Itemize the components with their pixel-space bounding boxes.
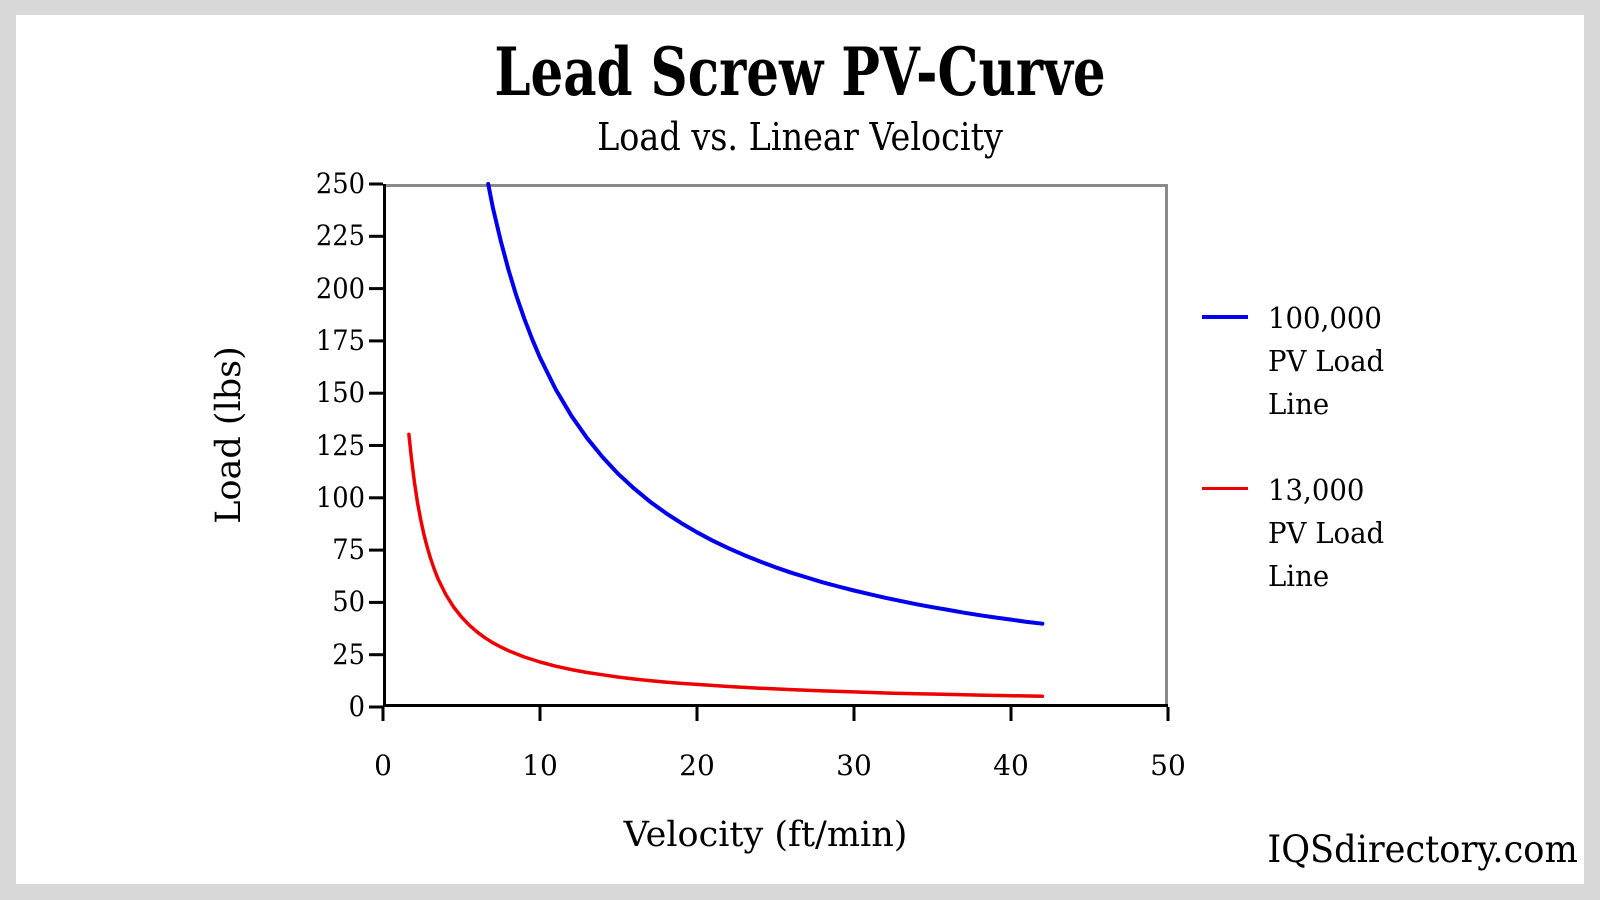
y-axis-tick-labels: 0 25 50 75 100 125 150 175 200 225 250 (279, 168, 365, 723)
legend-label-line: 100,000 (1268, 301, 1382, 335)
legend-line-100000-pv (1202, 315, 1248, 319)
y-tick-label-50: 50 (332, 585, 365, 619)
series-lines (407, 182, 1045, 699)
x-axis-tick-labels: 0 10 20 30 40 50 (374, 749, 1186, 786)
x-tick-label-40: 40 (993, 749, 1029, 782)
y-tick-label-250: 250 (315, 167, 365, 200)
plot-area (369, 182, 1170, 721)
legend-label-13000-pv: 13,000 PV Load Line (1268, 469, 1384, 598)
legend-label-100000-pv: 100,000 PV Load Line (1268, 297, 1384, 426)
chart-title: Lead Screw PV-Curve (494, 33, 1106, 111)
series-line-1 (407, 432, 1045, 699)
x-tick-label-10: 10 (522, 749, 558, 782)
x-tick-label-0: 0 (374, 749, 392, 782)
legend-item-13000-pv: 13,000 PV Load Line (1202, 469, 1390, 598)
y-axis-label: Load (lbs) (209, 346, 249, 524)
y-tick-label-25: 25 (332, 637, 365, 671)
legend-label-line: Line (1268, 559, 1330, 593)
legend: 100,000 PV Load Line 13,000 PV Load Line (1202, 297, 1390, 598)
y-tick-label-200: 200 (315, 271, 365, 305)
y-tick-label-175: 175 (315, 323, 365, 357)
x-tick-label-50: 50 (1150, 749, 1186, 782)
legend-label-line: PV Load (1268, 516, 1385, 550)
y-tick-label-125: 125 (315, 428, 365, 462)
legend-item-100000-pv: 100,000 PV Load Line (1202, 297, 1390, 426)
x-tick-label-20: 20 (679, 749, 715, 782)
y-tick-label-75: 75 (332, 533, 365, 567)
legend-label-line: PV Load (1268, 344, 1385, 378)
axis-tick-marks (369, 182, 1170, 721)
y-tick-label-225: 225 (315, 219, 365, 253)
x-axis-label: Velocity (ft/min) (623, 815, 908, 855)
y-tick-label-0: 0 (348, 690, 365, 723)
legend-label-line: 13,000 (1268, 473, 1365, 507)
y-tick-label-150: 150 (315, 376, 365, 410)
legend-label-line: Line (1268, 387, 1330, 421)
x-tick-label-30: 30 (836, 749, 872, 782)
chart-subtitle: Load vs. Linear Velocity (597, 115, 1003, 159)
series-line-0 (486, 182, 1045, 626)
y-tick-label-100: 100 (315, 480, 365, 514)
watermark: IQSdirectory.com (1267, 828, 1578, 871)
chart-panel: Lead Screw PV-Curve Load vs. Linear Velo… (16, 15, 1584, 884)
legend-line-13000-pv (1202, 487, 1248, 490)
